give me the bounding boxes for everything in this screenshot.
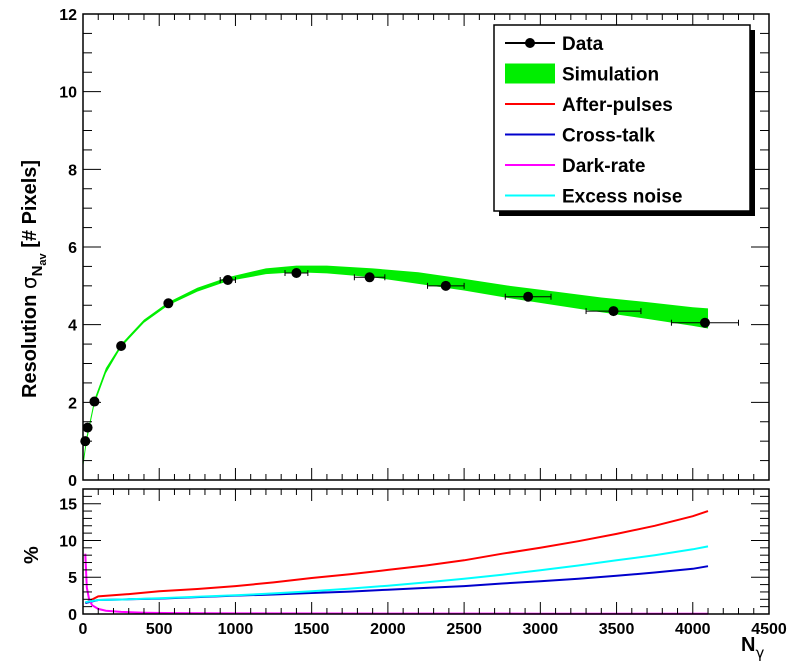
ratio-x-tick-label: 3500 bbox=[599, 621, 635, 638]
data-point-marker bbox=[364, 272, 375, 283]
main-y-axis-title: Resolution σNav [# Pixels] bbox=[17, 160, 49, 398]
ratio-y-axis-title: % bbox=[21, 546, 43, 564]
main-panel: 0 2 4 6 8 10 12 Resolution σNav [# Pixels] Dat… bbox=[17, 7, 770, 490]
data-point-marker bbox=[523, 291, 534, 302]
ratio-y-ticks: 0 5 10 15 bbox=[59, 495, 769, 624]
ratio-x-tick-label: 0 bbox=[79, 621, 88, 638]
legend-box bbox=[493, 24, 751, 212]
ratio-x-tick-label: 1500 bbox=[294, 621, 330, 638]
data-point-marker bbox=[222, 275, 233, 286]
ylabel-subscript: N bbox=[29, 266, 46, 277]
data-point-marker bbox=[291, 268, 302, 279]
ratio-x-tick-label: 3000 bbox=[523, 621, 559, 638]
ratio-x-tick-label: 4500 bbox=[751, 621, 787, 638]
data-point bbox=[89, 396, 100, 407]
data-point bbox=[219, 275, 236, 286]
data-point bbox=[116, 341, 127, 352]
data-point bbox=[504, 291, 552, 302]
legend-swatch-band bbox=[505, 63, 555, 84]
ylabel-subsubscript: av bbox=[37, 252, 49, 265]
data-point-marker bbox=[608, 306, 619, 317]
legend-label: Data bbox=[562, 34, 604, 55]
legend-items: Data Simulation After-pulses Cross-talk Dark… bbox=[505, 34, 682, 208]
legend-label: Excess noise bbox=[562, 187, 682, 208]
data-point bbox=[670, 317, 740, 328]
ylabel-units: [# Pixels] bbox=[19, 160, 41, 253]
data-point bbox=[82, 422, 93, 433]
ratio-x-tick-label: 500 bbox=[146, 621, 173, 638]
ratio-y-tick-label: 10 bbox=[59, 533, 77, 550]
ylabel-text: Resolution bbox=[19, 289, 41, 398]
legend-entry: Data bbox=[505, 34, 604, 55]
data-point bbox=[427, 280, 465, 291]
legend-swatch-marker bbox=[525, 38, 535, 48]
data-point bbox=[163, 298, 174, 309]
data-point bbox=[353, 272, 386, 283]
data-point bbox=[284, 268, 309, 279]
legend-entry: After-pulses bbox=[505, 95, 673, 116]
main-y-ticks: 0 2 4 6 8 10 12 bbox=[59, 7, 769, 490]
legend-label: Simulation bbox=[562, 65, 659, 86]
data-point-marker bbox=[89, 396, 100, 407]
main-y-tick-label: 2 bbox=[68, 395, 77, 412]
ratio-line-after-pulses bbox=[84, 510, 709, 604]
ratio-line-excess-noise bbox=[85, 545, 709, 604]
ratio-x-axis-title: Nγ bbox=[741, 634, 764, 662]
data-point-marker bbox=[116, 341, 127, 352]
legend-label: Cross-talk bbox=[562, 126, 655, 147]
main-x-ticks bbox=[82, 14, 770, 480]
ratio-x-tick-label: 1000 bbox=[218, 621, 254, 638]
legend-label: Dark-rate bbox=[562, 156, 645, 177]
data-point-marker bbox=[699, 317, 710, 328]
legend-label: After-pulses bbox=[562, 95, 673, 116]
xlabel-text: N bbox=[741, 634, 755, 656]
ratio-x-tick-label: 4000 bbox=[675, 621, 711, 638]
legend-entry: Simulation bbox=[505, 63, 659, 86]
main-y-tick-label: 12 bbox=[59, 7, 77, 24]
ylabel-symbol: σ bbox=[17, 276, 41, 289]
ratio-y-tick-label: 5 bbox=[68, 570, 77, 587]
data-point-marker bbox=[82, 422, 93, 433]
legend-entry: Dark-rate bbox=[505, 156, 645, 177]
ratio-plot-frame bbox=[82, 488, 770, 615]
legend-entry: Excess noise bbox=[505, 187, 682, 208]
ratio-x-tick-label: 2500 bbox=[446, 621, 482, 638]
data-point-marker bbox=[440, 280, 451, 291]
xlabel-subscript: γ bbox=[755, 644, 764, 662]
ratio-x-tick-label: 2000 bbox=[370, 621, 406, 638]
legend: Data Simulation After-pulses Cross-talk Dark… bbox=[493, 24, 755, 216]
ratio-y-tick-label: 0 bbox=[68, 607, 77, 624]
main-y-tick-label: 6 bbox=[68, 240, 77, 257]
data-point-marker bbox=[163, 298, 174, 309]
legend-entry: Cross-talk bbox=[505, 126, 655, 147]
main-y-tick-label: 4 bbox=[68, 318, 77, 335]
ratio-x-ticks: 0 500 1000 1500 2000 2500 3000 3500 4000 4500 bbox=[79, 489, 787, 638]
data-points-layer bbox=[80, 268, 740, 447]
ratio-panel: 0 500 1000 1500 2000 2500 3000 3500 4000 4500 0 5 1… bbox=[21, 488, 787, 662]
main-y-tick-label: 0 bbox=[68, 473, 77, 490]
ratio-y-tick-label: 15 bbox=[59, 497, 77, 514]
main-y-tick-label: 10 bbox=[59, 85, 77, 102]
main-y-tick-label: 8 bbox=[68, 162, 77, 179]
data-point bbox=[585, 306, 642, 317]
